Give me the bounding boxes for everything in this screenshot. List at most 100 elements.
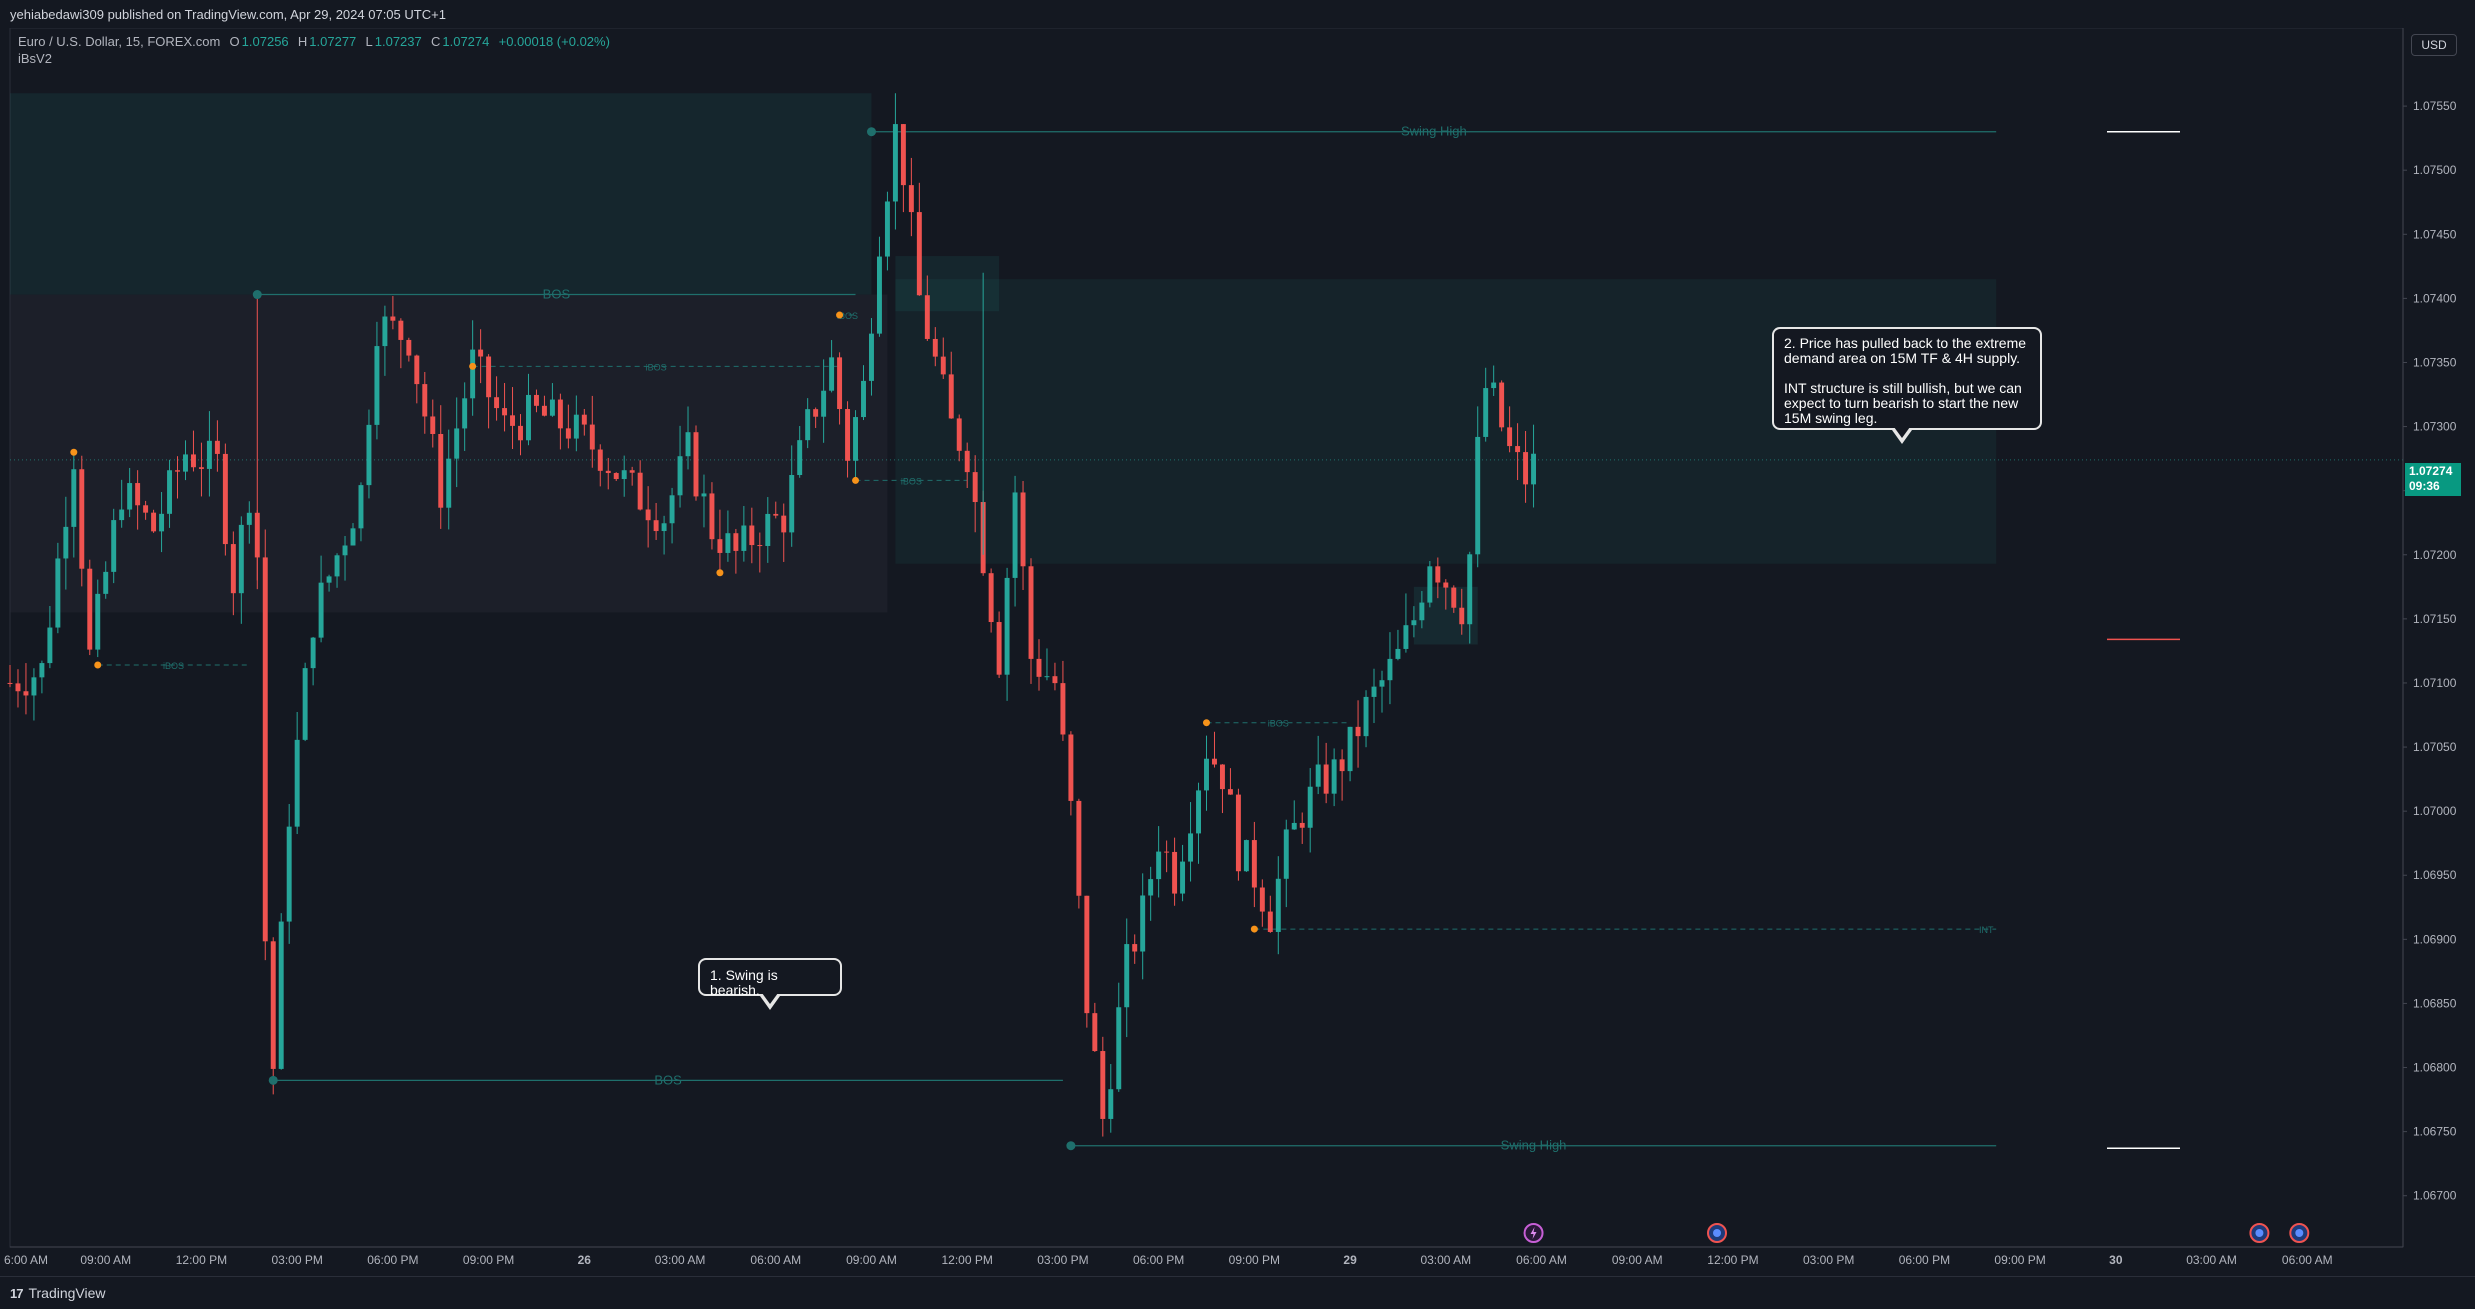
- level-label-9: INT: [1979, 925, 1994, 935]
- candle-body: [685, 432, 691, 457]
- candle-body: [1235, 794, 1241, 872]
- callout-pullback[interactable]: 2. Price has pulled back to the extreme …: [1772, 327, 2042, 444]
- y-tick-label: 1.07550: [2413, 99, 2457, 113]
- candle-body: [159, 513, 165, 532]
- callout-1-tail-inner: [762, 993, 778, 1004]
- candle-body: [781, 515, 787, 533]
- callout-1-text: 1. Swing is bearish.: [710, 967, 782, 998]
- x-tick-label: 06:00 AM: [1516, 1253, 1567, 1267]
- candle-body: [1403, 625, 1409, 649]
- candle-body: [757, 545, 763, 547]
- candle-body: [398, 320, 404, 340]
- candle-body: [143, 505, 149, 513]
- candle-body: [581, 414, 587, 425]
- candles-layer: [7, 93, 1537, 1137]
- x-tick-label: 03:00 AM: [1420, 1253, 1471, 1267]
- candle-body: [1148, 879, 1154, 896]
- candle-body: [422, 384, 428, 417]
- level-label-5: iBOS: [646, 362, 667, 372]
- level-label-3: Swing High: [1501, 1138, 1567, 1153]
- candle-body: [15, 683, 21, 692]
- event-markers-layer[interactable]: [1523, 1223, 2310, 1243]
- candle-body: [1028, 566, 1034, 659]
- y-tick-label: 1.06700: [2413, 1189, 2457, 1203]
- candle-body: [733, 533, 739, 551]
- symbol-legend: Euro / U.S. Dollar, 15, FOREX.com O 1.072…: [18, 34, 612, 49]
- candle-body: [262, 557, 268, 942]
- candle-body: [725, 533, 731, 553]
- y-tick-label: 1.07000: [2413, 804, 2457, 818]
- x-tick-label: 06:00 PM: [1899, 1253, 1950, 1267]
- candle-body: [1227, 789, 1233, 795]
- level-label-0: BOS: [543, 287, 571, 302]
- candle-body: [1379, 680, 1385, 687]
- x-tick-label: 03:00 PM: [271, 1253, 322, 1267]
- candle-body: [23, 691, 29, 696]
- currency-button[interactable]: USD: [2411, 34, 2457, 56]
- candle-body: [175, 470, 180, 472]
- y-tick-label: 1.07050: [2413, 740, 2457, 754]
- candle-body: [127, 483, 133, 510]
- candle-body: [1164, 851, 1170, 853]
- x-tick-label: 03:00 AM: [655, 1253, 706, 1267]
- candle-body: [31, 677, 37, 696]
- close-value: 1.07274: [442, 34, 490, 49]
- axes-layer: 1.07550 1.07500 1.07450 1.07400 1.07350 1.073…: [4, 28, 2457, 1267]
- candle-body: [829, 357, 835, 391]
- candle-body: [1355, 726, 1361, 737]
- candle-body: [956, 418, 962, 451]
- candle-body: [533, 394, 539, 406]
- candle-body: [821, 390, 827, 417]
- candle-body: [1315, 764, 1321, 787]
- candle-body: [1060, 683, 1066, 735]
- zones-layer: [10, 93, 1997, 645]
- y-tick-label: 1.06800: [2413, 1061, 2457, 1075]
- x-tick-label: 06:00 AM: [2282, 1253, 2333, 1267]
- candle-body: [805, 409, 811, 441]
- candle-body: [39, 663, 45, 678]
- candle-body: [310, 637, 316, 669]
- x-tick-label: 09:00 PM: [1994, 1253, 2045, 1267]
- y-tick-label: 1.07350: [2413, 355, 2457, 369]
- candle-body: [749, 525, 755, 546]
- candle-body: [286, 826, 292, 922]
- x-tick-label: 12:00 PM: [1707, 1253, 1758, 1267]
- tradingview-logo[interactable]: 17 TradingView: [10, 1285, 106, 1301]
- x-tick-label: 12:00 PM: [176, 1253, 227, 1267]
- candle-body: [1499, 382, 1505, 428]
- candle-body: [87, 568, 93, 650]
- candle-body: [741, 525, 747, 551]
- candle-body: [103, 571, 109, 594]
- indicator-label[interactable]: iBsV2: [18, 51, 52, 66]
- candle-body: [988, 573, 994, 623]
- candle-body: [1531, 453, 1537, 485]
- callout-swing-bearish[interactable]: 1. Swing is bearish.: [698, 958, 842, 1010]
- candle-body: [613, 473, 619, 480]
- candle-body: [1339, 759, 1345, 772]
- candle-body: [79, 469, 85, 569]
- swing-point-3: [716, 569, 724, 577]
- candle-body: [1036, 658, 1042, 677]
- candle-body: [1523, 452, 1529, 485]
- candle-body: [853, 417, 858, 461]
- open-label: O: [229, 34, 240, 49]
- zone-supply-0: [10, 93, 872, 295]
- candle-body: [1467, 554, 1473, 625]
- candle-body: [621, 470, 627, 480]
- candle-body: [326, 576, 332, 583]
- candle-body: [1243, 840, 1249, 872]
- candle-body: [71, 469, 77, 527]
- candle-body: [302, 668, 308, 740]
- callout-2-text: 2. Price has pulled back to the extreme …: [1784, 335, 2027, 426]
- candle-body: [940, 356, 946, 375]
- candle-body: [972, 472, 978, 503]
- x-tick-label: 30: [2109, 1253, 2123, 1267]
- candle-body: [1291, 822, 1297, 830]
- candle-body: [486, 356, 492, 398]
- y-tick-label: 1.07150: [2413, 612, 2457, 626]
- level-label-6: iBOS: [837, 311, 858, 321]
- candle-body: [462, 398, 468, 429]
- x-tick-label: 06:00 PM: [1133, 1253, 1184, 1267]
- x-tick-label: 09:00 PM: [1229, 1253, 1280, 1267]
- chart-canvas[interactable]: BOS BOS Swing High Swing High iBOS iBOS iBOS iB…: [0, 28, 2475, 1276]
